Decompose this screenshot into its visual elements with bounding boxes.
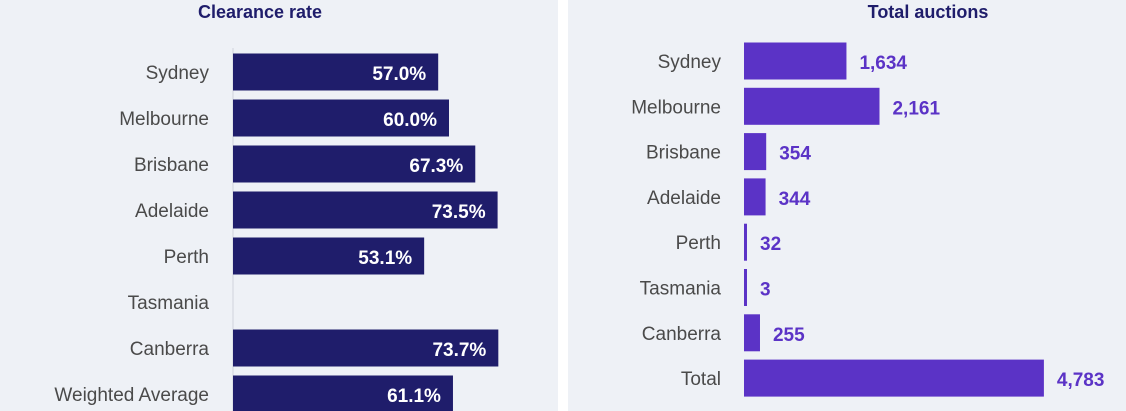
value-label-weighted-average: 61.1% <box>387 386 441 407</box>
category-label-brisbane: Brisbane <box>134 155 209 176</box>
clearance-rate-chart: Sydney 57.0% Melbourne 60.0% Brisbane 67.3% Ad… <box>54 48 499 411</box>
total-auctions-title: Total auctions <box>867 2 989 22</box>
category-label-sydney: Sydney <box>146 63 210 84</box>
bar-canberra <box>744 314 760 352</box>
category-label-adelaide: Adelaide <box>647 188 721 209</box>
category-label-melbourne: Melbourne <box>119 109 209 130</box>
bar-melbourne <box>744 87 880 125</box>
category-label-tasmania: Tasmania <box>640 279 722 300</box>
value-label-sydney: 57.0% <box>372 64 426 85</box>
bar-brisbane <box>744 133 767 171</box>
value-label-canberra: 255 <box>773 325 805 346</box>
bar-tasmania <box>744 269 747 306</box>
clearance-rate-panel: Clearance rate Sydney 57.0% Melbourne 60.0%… <box>0 0 558 411</box>
value-label-brisbane: 67.3% <box>409 156 463 177</box>
category-label-total: Total <box>681 369 721 390</box>
category-label-melbourne: Melbourne <box>631 97 721 118</box>
category-label-sydney: Sydney <box>658 52 722 73</box>
bar-melbourne <box>233 99 449 137</box>
bar-sydney <box>744 42 847 80</box>
value-label-melbourne: 2,161 <box>892 98 940 119</box>
value-label-adelaide: 73.5% <box>432 202 486 223</box>
value-label-sydney: 1,634 <box>859 53 907 74</box>
total-auctions-panel: Total auctions Sydney 1,634 Melbourne 2,161… <box>568 0 1126 411</box>
total-auctions-chart: Sydney 1,634 Melbourne 2,161 Brisbane 354 Adel… <box>631 42 1105 397</box>
bar-perth <box>233 237 425 275</box>
bar-canberra <box>233 329 499 367</box>
category-label-canberra: Canberra <box>642 324 722 345</box>
value-label-brisbane: 354 <box>779 144 811 165</box>
bar-total <box>744 359 1044 397</box>
bar-sydney <box>233 53 439 91</box>
value-label-adelaide: 344 <box>779 189 811 210</box>
category-label-weighted-average: Weighted Average <box>54 385 209 406</box>
category-label-brisbane: Brisbane <box>646 143 721 164</box>
category-label-canberra: Canberra <box>130 339 210 360</box>
value-label-melbourne: 60.0% <box>383 110 437 131</box>
value-label-perth: 32 <box>760 234 781 255</box>
category-label-perth: Perth <box>676 233 721 254</box>
category-label-adelaide: Adelaide <box>135 201 209 222</box>
value-label-tasmania: 3 <box>760 280 771 301</box>
bar-adelaide <box>744 178 766 216</box>
clearance-rate-title: Clearance rate <box>197 2 323 22</box>
value-label-perth: 53.1% <box>358 248 412 269</box>
value-label-total: 4,783 <box>1057 370 1105 391</box>
category-label-tasmania: Tasmania <box>128 293 210 314</box>
category-label-perth: Perth <box>164 247 209 268</box>
bar-perth <box>744 223 747 261</box>
bar-adelaide <box>233 191 498 229</box>
value-label-canberra: 73.7% <box>432 340 486 361</box>
bar-weighted-average <box>233 375 453 411</box>
bar-brisbane <box>233 145 476 183</box>
